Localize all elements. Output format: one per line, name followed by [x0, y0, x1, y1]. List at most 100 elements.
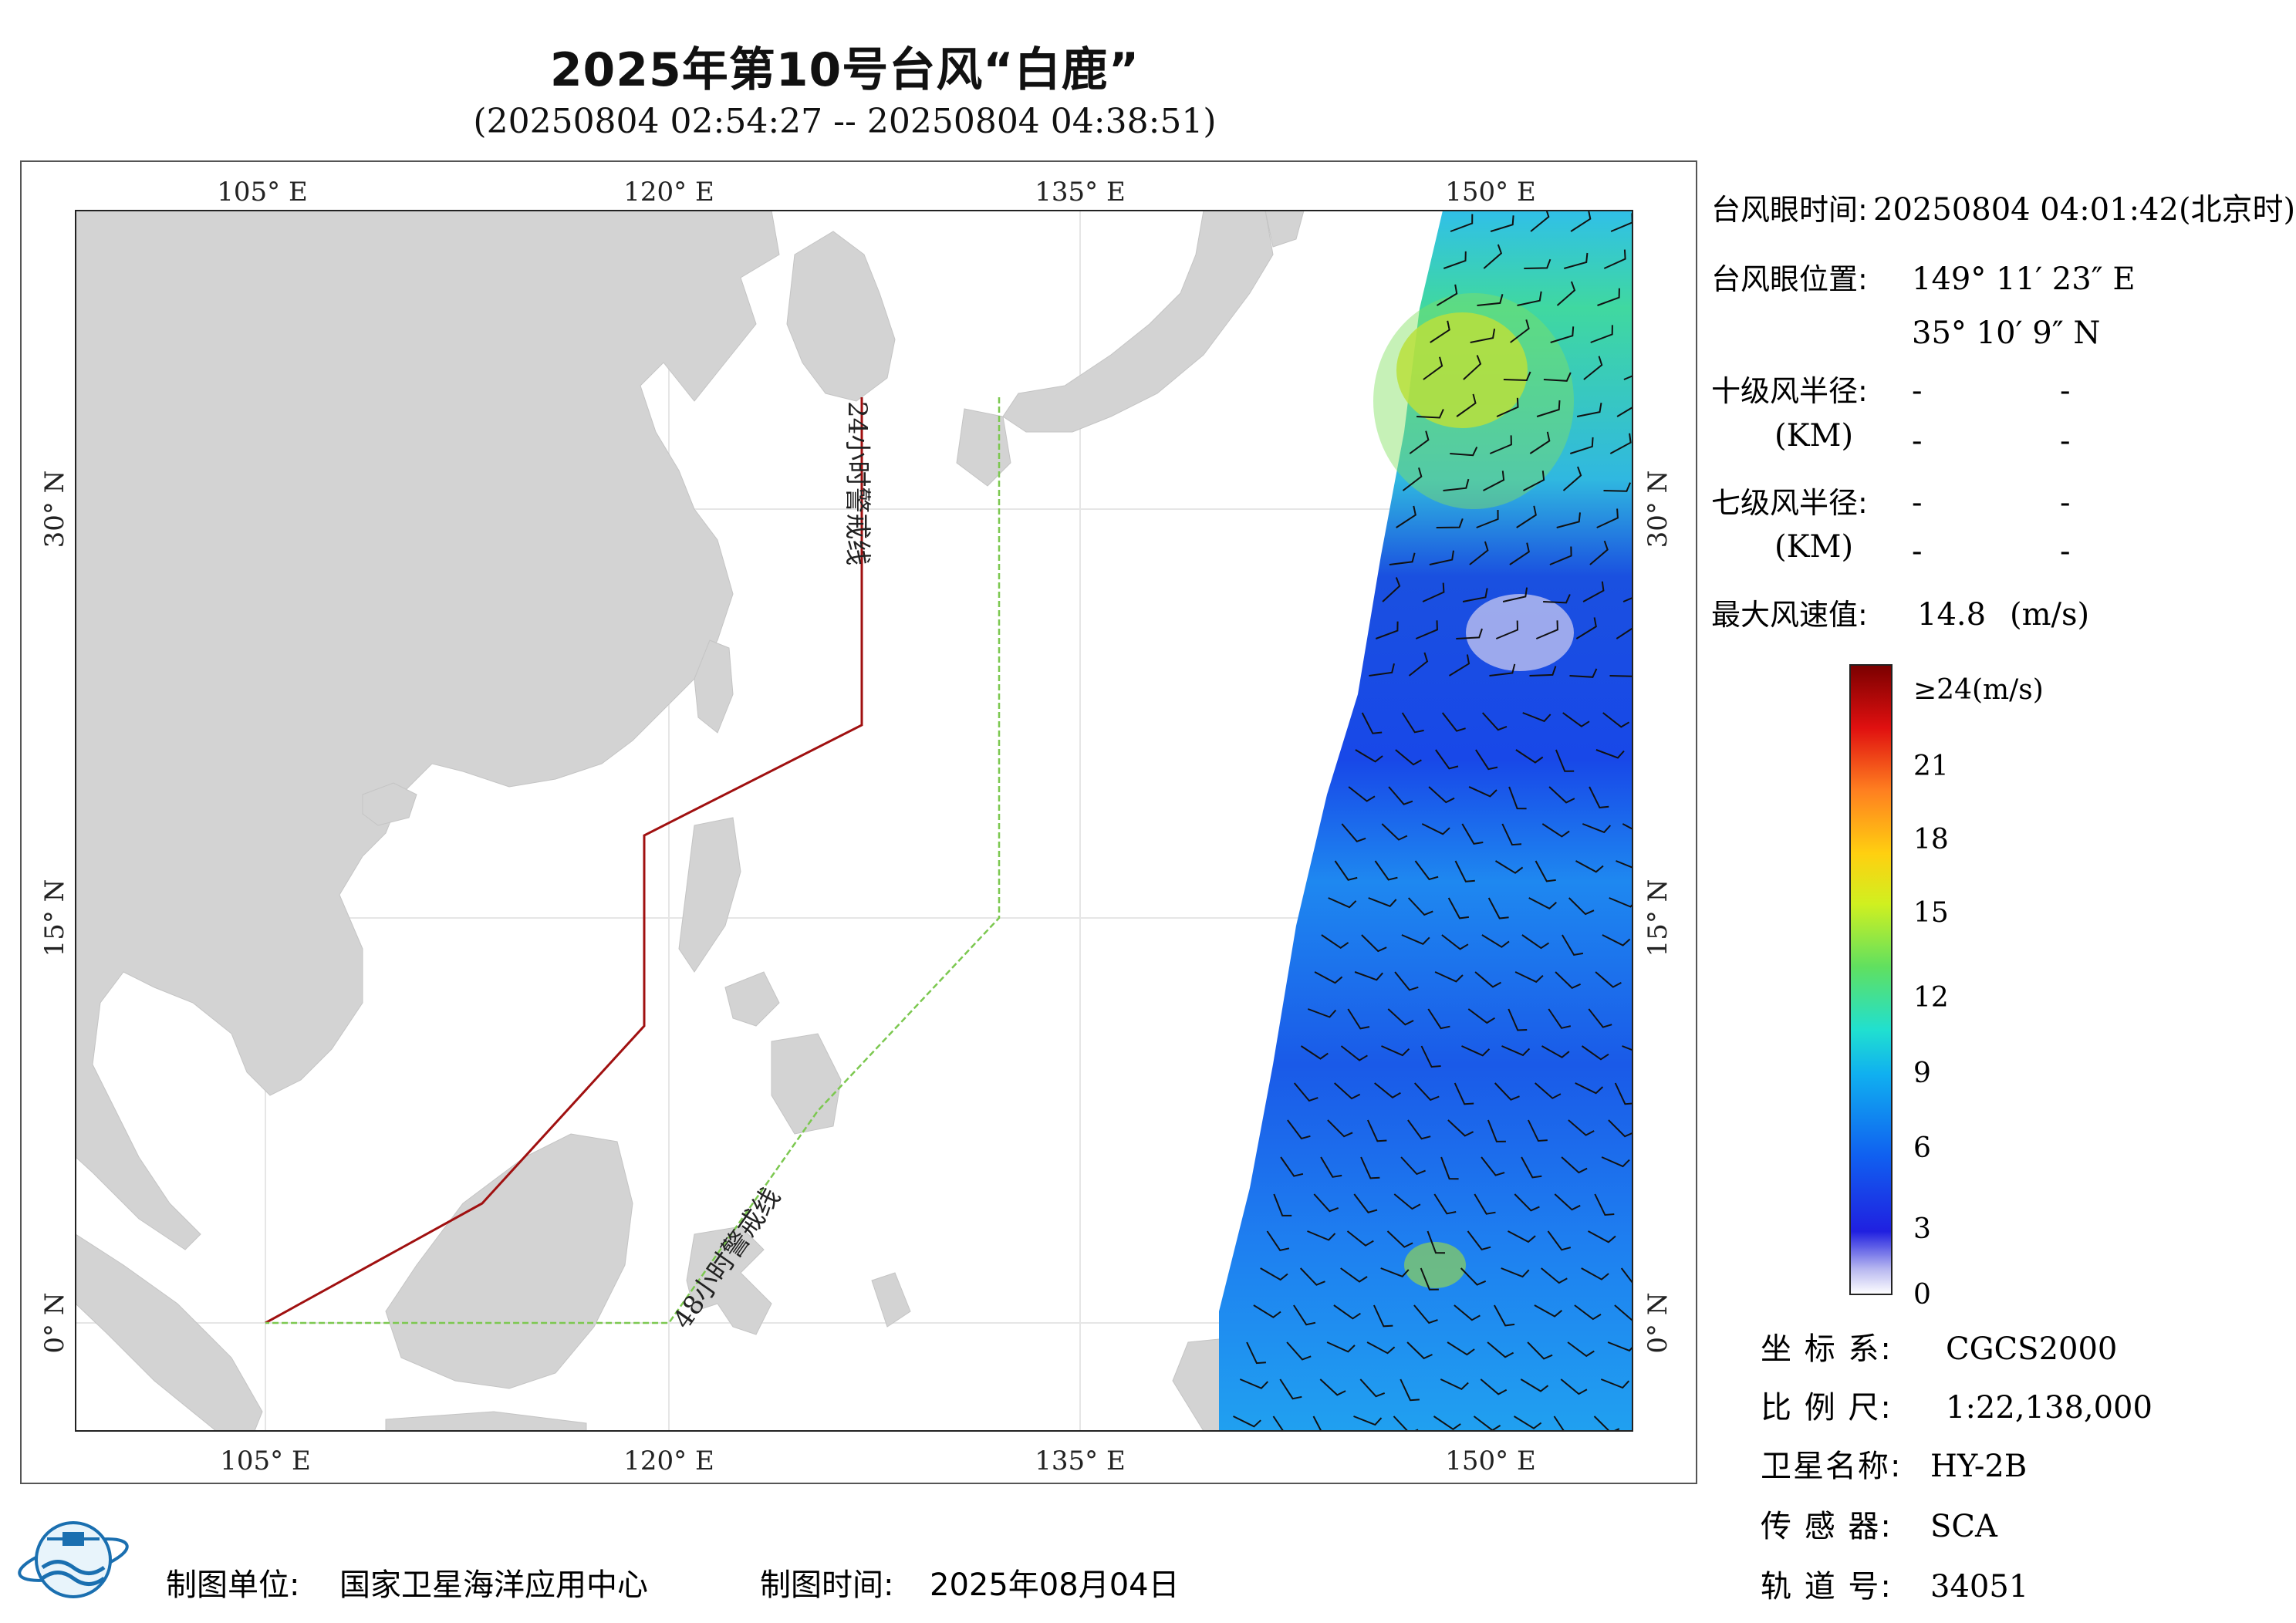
colorbar-label-0: 0	[1913, 1279, 1931, 1311]
wind-barb	[1607, 1341, 1633, 1352]
wind-barb	[1594, 1193, 1615, 1216]
wind-barb	[1319, 1378, 1346, 1396]
wind-barb	[1456, 393, 1477, 417]
wind-barb	[1395, 749, 1422, 766]
wind-barb	[1326, 1341, 1356, 1353]
wind-barb	[1555, 749, 1575, 772]
wind-barb	[1369, 663, 1395, 677]
java	[385, 1411, 587, 1431]
satellite-label: 卫星名称:	[1761, 1449, 1902, 1484]
wind-barb	[1603, 249, 1626, 269]
wind-barb	[1569, 668, 1598, 678]
lon-label-top-135: 135° E	[1035, 177, 1126, 208]
wind-barb	[1588, 1008, 1612, 1028]
wind-barb	[1394, 971, 1419, 991]
wind-barb	[1467, 1230, 1491, 1251]
wind-barb	[1603, 482, 1632, 492]
r10-unit: (KM)	[1774, 418, 1853, 454]
wind-barb	[1440, 1156, 1459, 1180]
wind-barb	[1548, 786, 1575, 804]
wind-barb	[1509, 542, 1530, 565]
wind-barb	[1616, 860, 1633, 869]
wind-barb	[1402, 467, 1423, 491]
wind-barb	[1522, 712, 1551, 723]
wind-barb	[1447, 1341, 1475, 1356]
wind-barb	[1415, 620, 1438, 639]
wind-barb	[1456, 628, 1483, 639]
wind-barb	[1487, 1341, 1514, 1358]
wind-barb	[1581, 1267, 1609, 1281]
wind-barb	[1595, 749, 1625, 759]
wind-barb	[1582, 581, 1605, 602]
wind-barb	[1374, 1082, 1401, 1099]
crs-label: 坐 标 系:	[1761, 1331, 1893, 1367]
moderate-wind-patch	[1373, 293, 1574, 509]
lon-label-bottom-120: 120° E	[623, 1446, 714, 1476]
satellite-value: HY-2B	[1930, 1449, 2027, 1484]
wind-barb	[1327, 1119, 1353, 1138]
wind-barb	[1380, 1267, 1410, 1277]
luzon	[678, 817, 741, 973]
max-wind-patch	[1396, 312, 1528, 428]
wind-barb	[1475, 749, 1498, 771]
wind-barb	[1421, 823, 1450, 835]
wind-barb	[1381, 1045, 1410, 1057]
r10-value-3: -	[1912, 423, 1923, 459]
wind-barb	[1514, 971, 1544, 984]
wind-barb	[1622, 1045, 1633, 1051]
nsoas-logo	[18, 1521, 129, 1598]
wind-barb	[1553, 1415, 1565, 1431]
wind-barb	[1413, 1304, 1438, 1324]
sensor-value: SCA	[1930, 1509, 1998, 1544]
lon-label-top-150: 150° E	[1445, 177, 1536, 208]
moluccas	[871, 1272, 911, 1328]
wind-barb	[1490, 215, 1514, 232]
wind-barb	[1541, 1045, 1570, 1058]
typhoon-info-panel: 台风眼时间: 20250804 04:01:42(北京时) 台风眼位置: 149…	[1711, 192, 2295, 633]
wind-barb	[1562, 712, 1590, 727]
wind-barb	[1581, 1045, 1609, 1061]
colorbar-label-24: ≥24(m/s)	[1913, 674, 2044, 706]
green-wind-patch	[1404, 1242, 1466, 1288]
wind-barb	[1616, 627, 1633, 639]
wind-barb	[1360, 1156, 1380, 1179]
wind-barb	[1427, 1230, 1446, 1254]
wind-barb	[1554, 1193, 1581, 1211]
r7-label: 七级风半径:	[1711, 486, 1868, 520]
wind-barb	[1556, 281, 1576, 306]
taiwan	[694, 639, 734, 734]
wind-barb	[1368, 897, 1397, 907]
wind-barb	[1548, 1008, 1572, 1029]
lon-label-top-120: 120° E	[623, 177, 714, 208]
wind-speed-colorbar: ≥24(m/s) 21 18 15 12 9 6 3 0	[1849, 664, 2044, 1311]
japan-hokkaido	[1264, 211, 1305, 248]
wind-barb	[1494, 1304, 1515, 1327]
wind-barb	[1320, 1156, 1342, 1178]
wind-barb	[1489, 435, 1512, 454]
wind-barb	[1570, 211, 1592, 232]
wind-barb	[1406, 1341, 1433, 1360]
wind-barb	[1313, 1193, 1339, 1213]
borneo	[385, 1133, 633, 1389]
wind-barb	[1602, 934, 1631, 946]
producer-label: 制图单位:	[166, 1567, 299, 1603]
wind-barb	[1549, 546, 1572, 565]
wind-barb	[1622, 823, 1633, 830]
wind-barb	[1441, 712, 1466, 732]
wind-barb	[1347, 1008, 1370, 1030]
wind-barb	[1314, 971, 1343, 984]
wind-barb	[1501, 1267, 1530, 1278]
wind-barb	[1312, 1415, 1322, 1431]
wind-barb	[1440, 1378, 1469, 1390]
wind-barb	[1447, 897, 1470, 919]
wind-barb	[1609, 433, 1632, 454]
wind-barb	[1534, 1304, 1563, 1318]
wind-barb	[1375, 621, 1399, 639]
wind-barb	[1481, 1156, 1505, 1176]
wind-barb	[1328, 897, 1357, 909]
wind-barb	[1502, 587, 1528, 602]
wind-barb	[1589, 786, 1609, 808]
wind-barb	[1562, 466, 1582, 491]
wind-barb	[1246, 1341, 1266, 1365]
sulawesi	[686, 1226, 772, 1335]
